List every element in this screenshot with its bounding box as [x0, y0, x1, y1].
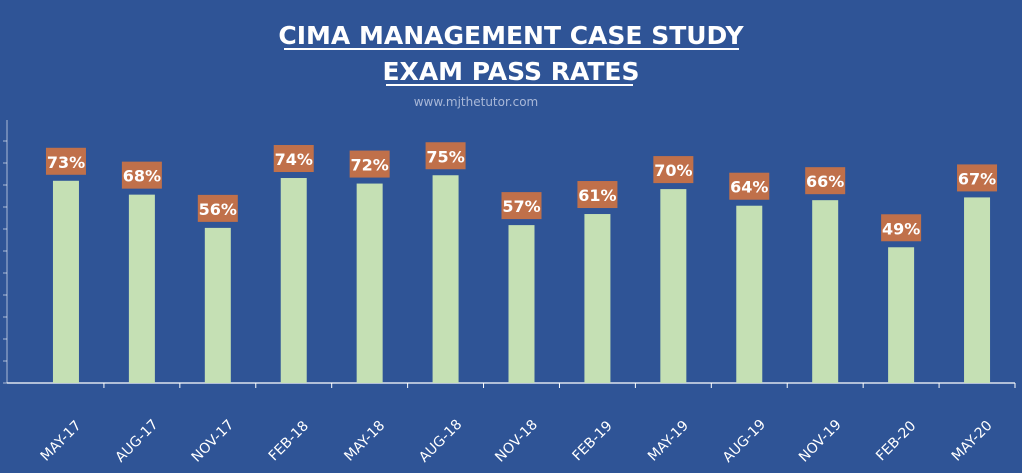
data-label-box [501, 192, 542, 220]
data-label-box [805, 167, 846, 195]
bar [204, 227, 231, 383]
data-label: 61% [578, 186, 616, 205]
bar [432, 175, 459, 383]
data-label-box [349, 150, 390, 178]
data-label-box [577, 181, 618, 209]
bar [508, 225, 535, 383]
x-tick-label: MAY-18 [341, 418, 388, 465]
data-label-box [45, 147, 86, 175]
bar [812, 200, 839, 383]
bar [736, 205, 763, 383]
x-tick-label: FEB-18 [266, 418, 312, 464]
x-tick-label: AUG-19 [720, 417, 769, 466]
watermark-text: www.mjthetutor.com [414, 95, 539, 109]
x-tick-label: NOV-18 [492, 417, 541, 466]
bar [584, 214, 611, 383]
x-tick-label: MAY-20 [949, 418, 996, 465]
data-label-box [729, 172, 770, 200]
data-label: 72% [351, 156, 389, 175]
data-label: 64% [730, 178, 768, 197]
x-tick-label: AUG-18 [416, 417, 465, 466]
bar [128, 194, 155, 383]
data-label-box [273, 145, 314, 173]
bar [660, 189, 687, 383]
bar [964, 197, 991, 383]
x-tick-label: MAY-19 [645, 418, 692, 465]
data-label: 57% [502, 197, 540, 216]
data-label: 66% [806, 172, 844, 191]
data-label: 68% [123, 167, 161, 186]
data-label-box [881, 214, 922, 242]
data-label: 49% [882, 219, 920, 238]
data-label: 74% [275, 150, 313, 169]
chart-title: CIMA MANAGEMENT CASE STUDY [278, 21, 744, 50]
x-tick-label: FEB-19 [569, 418, 615, 464]
data-label: 70% [654, 161, 692, 180]
chart-subtitle: EXAM PASS RATES [382, 57, 639, 86]
bar [280, 178, 307, 383]
x-tick-label: NOV-17 [189, 417, 238, 466]
x-tick-label: FEB-20 [873, 418, 919, 464]
data-label-box [197, 194, 238, 222]
data-label-box [957, 164, 998, 192]
data-label: 75% [426, 147, 464, 166]
data-label: 67% [958, 169, 996, 188]
chart-marks: 73% MAY-17 68% AUG-17 56% NOV-17 74% FEB-18 72% M… [3, 120, 1016, 466]
data-label-box [425, 142, 466, 170]
x-tick-label: NOV-19 [796, 417, 845, 466]
bar [888, 247, 915, 383]
x-tick-label: AUG-17 [112, 417, 161, 466]
data-label: 73% [47, 153, 85, 172]
x-tick-label: MAY-17 [38, 418, 85, 465]
data-label: 56% [199, 200, 237, 219]
bar [52, 180, 79, 383]
data-label-box [653, 156, 694, 184]
bar [356, 183, 383, 383]
data-label-box [121, 161, 162, 189]
